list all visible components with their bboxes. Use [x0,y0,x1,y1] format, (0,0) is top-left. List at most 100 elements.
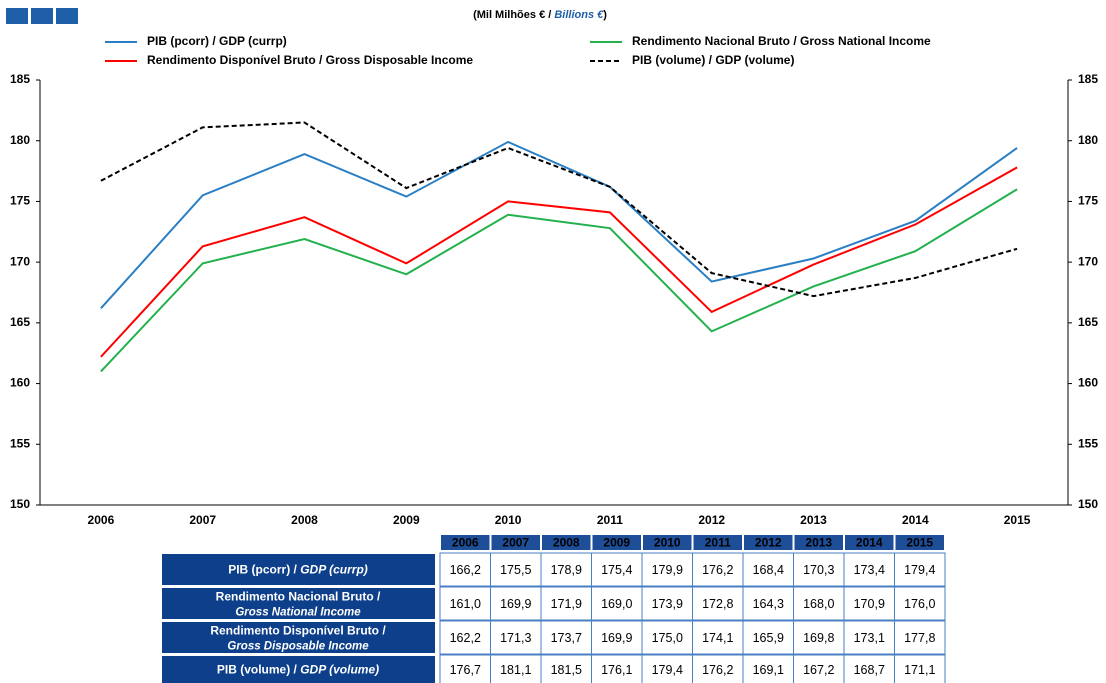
table-cell [894,620,946,655]
table-value: 162,2 [450,631,481,645]
table-value: 173,9 [652,597,683,611]
table-value: 165,9 [753,631,784,645]
table-cell [641,654,693,683]
x-tick-label: 2014 [902,513,929,527]
table-header-cell [542,535,591,550]
table-cell [742,552,794,587]
table-header-cell [794,535,843,550]
table-header: 2010 [654,536,681,550]
y2-tick-label: 170 [1078,254,1098,268]
y2-tick-label: 165 [1078,315,1098,329]
table-value: 176,2 [702,663,733,677]
legend-label: PIB (pcorr) / GDP (currp) [147,34,287,48]
table-value: 169,9 [500,597,531,611]
table-value: 166,2 [450,563,481,577]
table-value: 178,9 [551,563,582,577]
table-cell [843,586,895,621]
y2-tick-label: 150 [1078,497,1098,511]
table-header-cell [693,535,742,550]
y-tick-label: 165 [10,315,30,329]
table-value: 181,5 [551,663,582,677]
table-value: 168,4 [753,563,784,577]
table-header-cell [744,535,793,550]
table-cell [742,586,794,621]
table-value: 173,4 [854,563,885,577]
table-value: 175,4 [601,563,632,577]
table-cell [540,586,592,621]
y-tick-label: 150 [10,497,30,511]
table-value: 164,3 [753,597,784,611]
table-header: 2012 [755,536,782,550]
table-value: 174,1 [702,631,733,645]
legend-label: PIB (volume) / GDP (volume) [632,53,794,67]
table-value: 172,8 [702,597,733,611]
table-cell [793,586,845,621]
row-label-pt: PIB (pcorr) / [228,563,300,577]
table-value: 179,9 [652,563,683,577]
table-value: 179,4 [904,563,935,577]
table-row-label-cell [162,588,435,619]
y-tick-label: 185 [10,72,30,86]
table-cell [641,620,693,655]
table-cell [490,552,542,587]
x-tick-label: 2013 [800,513,827,527]
table-value: 173,1 [854,631,885,645]
row-label-en: Gross Disposable Income [227,641,369,653]
x-tick-label: 2008 [291,513,318,527]
table-value: 161,0 [450,597,481,611]
table-row-label-cell [162,656,435,683]
table-value: 181,1 [500,663,531,677]
table-row-label-cell [162,622,435,653]
row-label-pt: PIB (volume) / [217,663,300,677]
title-pt: (Mil Milhões € / [473,9,554,21]
legend-label: Rendimento Disponível Bruto / Gross Disp… [147,53,473,67]
chart-title: (Mil Milhões € / Billions €) [473,9,607,21]
series-line [100,166,1018,358]
table-value: 169,9 [601,631,632,645]
table-value: 169,8 [803,631,834,645]
table-row-label: Rendimento Disponível Bruto / Gross Dispo… [210,624,386,653]
series-line [100,140,1018,309]
y-tick-label: 170 [10,254,30,268]
row-label-en: Gross National Income [235,607,361,619]
table-value: 176,1 [601,663,632,677]
table-value: 179,4 [652,663,683,677]
table-value: 176,7 [450,663,481,677]
y2-tick-label: 185 [1078,72,1098,86]
series-line [100,188,1018,373]
table-cell [439,620,491,655]
table-header-cell [441,535,490,550]
y-tick-label: 155 [10,436,30,450]
table-cell [641,586,693,621]
table-cell [692,654,744,683]
table-cell [793,552,845,587]
y2-tick-label: 160 [1078,376,1098,390]
table-value: 176,2 [702,563,733,577]
table-value: 168,7 [854,663,885,677]
table-value: 169,1 [753,663,784,677]
row-label-pt: Rendimento Disponível Bruto / [210,624,386,638]
table-row-label: PIB (pcorr) / GDP (currp) [228,563,368,577]
table-header: 2013 [805,536,832,550]
x-tick-label: 2010 [495,513,522,527]
legend-label: Rendimento Nacional Bruto / Gross Nation… [632,34,931,48]
table-cell [894,586,946,621]
y2-tick-label: 180 [1078,133,1098,147]
table-row-label: PIB (volume) / GDP (volume) [217,663,379,677]
table-value: 171,9 [551,597,582,611]
x-tick-label: 2015 [1004,513,1031,527]
table-header: 2008 [553,536,580,550]
table-header-cell [845,535,894,550]
table-value: 175,0 [652,631,683,645]
row-label-en: GDP (volume) [300,663,379,677]
table-row-label-cell [162,554,435,585]
table-cell [843,620,895,655]
y-tick-label: 175 [10,194,30,208]
table-cell [843,552,895,587]
logo [6,8,78,24]
table-value: 169,0 [601,597,632,611]
table-value: 170,3 [803,563,834,577]
table-value: 171,3 [500,631,531,645]
title-end: ) [603,9,607,21]
